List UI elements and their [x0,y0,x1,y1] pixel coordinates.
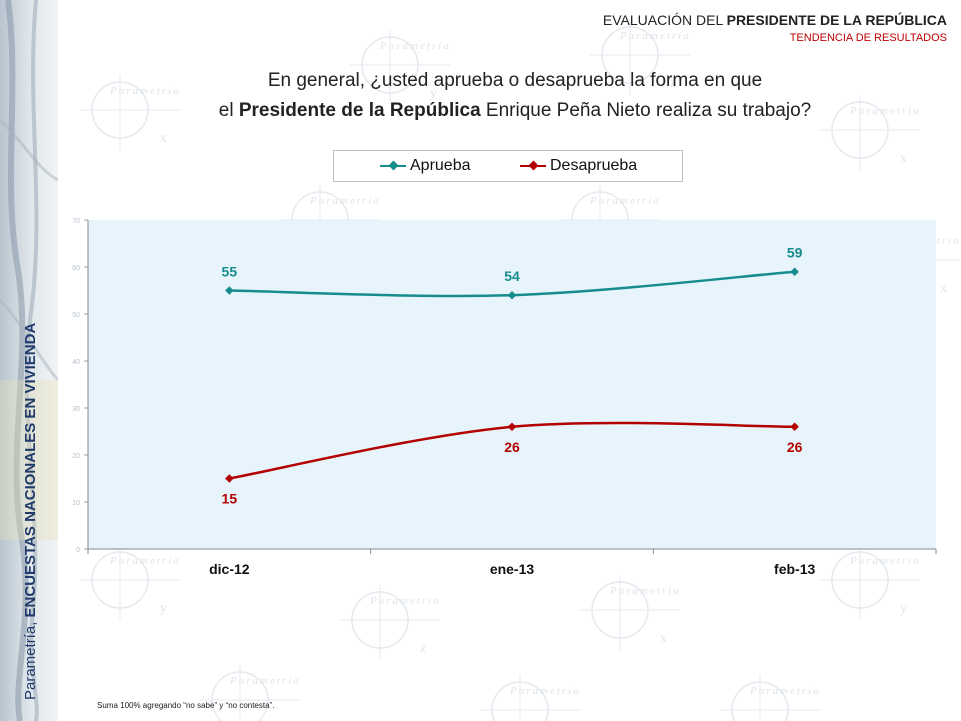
watermark-brand: Parametría [309,195,381,207]
watermark-circle [91,551,149,609]
watermark-circle [591,581,649,639]
watermark-brand: Parametría [609,585,681,597]
watermark-tile: Parametría y [80,545,181,620]
watermark-letter: z [420,641,426,656]
data-label-desaprueba: 26 [787,439,803,455]
watermark-circle [361,36,419,94]
watermark-brand: Parametría [849,105,921,117]
watermark-letter: y [430,86,437,101]
watermark-circle [211,671,269,721]
watermark-tile: Parametría x [820,95,921,170]
legend-swatch-desaprueba [520,160,546,171]
legend-swatch-aprueba [380,160,406,171]
data-point-aprueba [225,286,234,295]
y-tick-label: 60 [72,265,80,272]
watermark-letter: x [940,281,947,296]
x-tick-label: feb-13 [774,561,815,577]
watermark-letter: x [900,151,907,166]
watermark-brand: Parametría [369,595,441,607]
watermark-circle [831,101,889,159]
y-tick-label: 0 [76,547,80,554]
watermark-brand: Parametría [619,30,691,42]
watermark-brand: Parametría [379,40,451,52]
legend-item-desaprueba: Desaprueba [520,157,637,175]
legend-label-aprueba: Aprueba [410,157,471,174]
data-label-aprueba: 59 [787,245,803,261]
header-title: EVALUACIÓN DEL PRESIDENTE DE LA REPÚBLIC… [602,12,947,28]
watermark-brand: Parametría [589,195,661,207]
data-label-desaprueba: 15 [222,491,238,507]
data-point-desaprueba [507,422,517,432]
y-tick-label: 70 [72,218,80,225]
data-label-aprueba: 55 [222,264,238,280]
watermark-circle [731,681,789,721]
chart-legend: Aprueba Desaprueba [333,150,683,182]
watermark-tile: Parametría x [80,75,181,150]
watermark-circle [601,26,659,84]
watermark-brand: Parametría [229,675,301,687]
data-label-desaprueba: 26 [504,439,520,455]
question-line-1: En general, ¿usted aprueba o desaprueba … [267,70,763,91]
y-tick-label: 50 [72,312,80,319]
x-tick-label: ene-13 [490,561,535,577]
data-point-aprueba [790,267,799,276]
legend-label-desaprueba: Desaprueba [550,157,638,174]
footnote: Suma 100% agregando “no sabe” y “no cont… [97,701,275,710]
y-tick-label: 20 [72,453,80,460]
data-point-desaprueba [790,422,799,432]
watermark-tile: Parametría y [820,545,921,620]
x-tick-label: dic-12 [209,561,250,577]
watermark-brand: Parametría [849,555,921,567]
watermark-brand: Parametría [109,85,181,97]
watermark-circle [491,681,549,721]
watermark-brand: Parametría [509,685,581,697]
watermark-letter: x [660,631,667,646]
y-tick-label: 10 [72,500,80,507]
y-tick-label: 40 [72,359,80,366]
watermark-tile: Parametría z [340,585,441,660]
watermark-tile: Parametría y [350,30,451,105]
data-point-aprueba [507,290,517,300]
y-tick-label: 30 [72,406,80,413]
watermark-letter: y [900,601,907,616]
legend-item-aprueba: Aprueba [380,157,471,175]
watermark-tile: Parametría x [580,575,681,650]
data-point-desaprueba [225,474,234,483]
header-subtitle: TENDENCIA DE RESULTADOS [789,32,947,44]
watermark-circle [91,81,149,139]
data-label-aprueba: 54 [504,268,520,284]
watermark-brand: Parametría [749,685,821,697]
watermark-letter: x [160,131,167,146]
watermark-tile: Parametría z [590,20,691,95]
watermark-brand: Parametría [109,555,181,567]
side-decorative-strip [0,0,58,721]
watermark-circle [351,591,409,649]
watermark-letter: z [670,76,676,91]
watermark-letter: y [160,601,167,616]
question-line-2: el Presidente de la República Enrique Pe… [218,100,812,121]
watermark-circle [831,551,889,609]
